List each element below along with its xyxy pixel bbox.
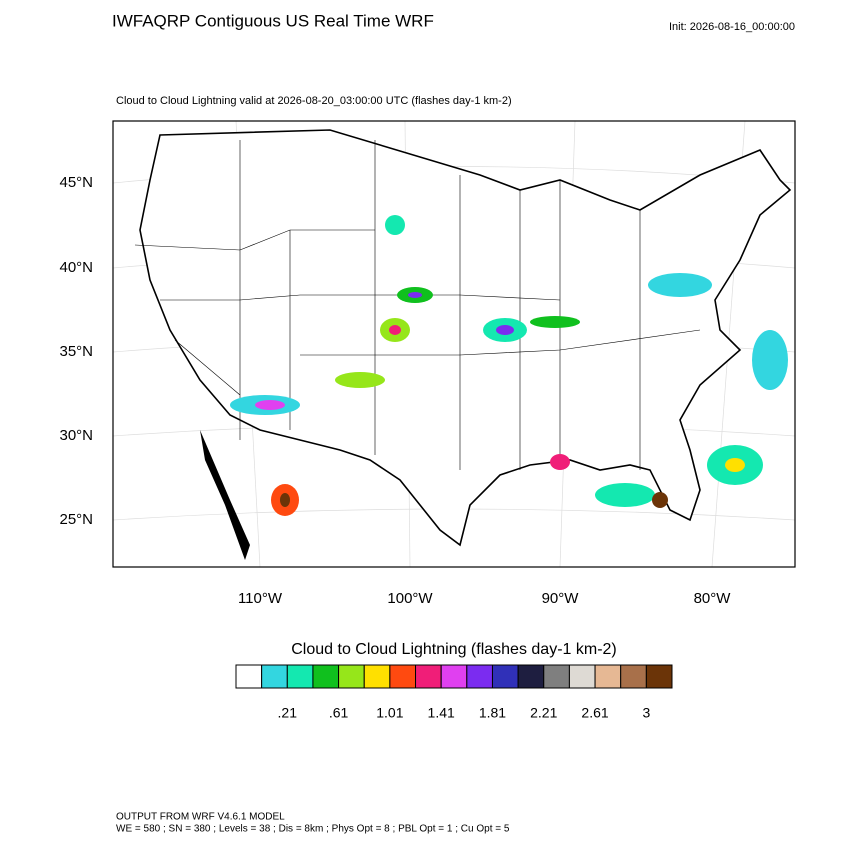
colorbar-box <box>286 664 314 689</box>
lightning-areas <box>230 215 788 516</box>
latitude-labels: 45°N 40°N 35°N 30°N 25°N <box>59 174 93 528</box>
colorbar-box <box>543 664 570 689</box>
colorbar-label: 1.81 <box>479 705 506 721</box>
lon-label: 100°W <box>387 590 433 607</box>
lat-label: 40°N <box>59 259 93 276</box>
lon-label: 80°W <box>694 590 732 607</box>
colorbar-box <box>466 664 493 689</box>
colorbar-box <box>415 664 442 689</box>
colorbar-label: .21 <box>278 705 298 721</box>
map <box>112 120 796 568</box>
colorbar-label: 1.41 <box>428 705 455 721</box>
colorbar-box <box>491 664 519 689</box>
lat-label: 25°N <box>59 511 93 528</box>
longitude-labels: 110°W 100°W 90°W 80°W <box>238 590 731 607</box>
colorbar-box <box>312 664 340 689</box>
colorbar-label: 3 <box>642 705 650 721</box>
lat-label: 35°N <box>59 343 93 360</box>
map-subtitle: Cloud to Cloud Lightning valid at 2026-0… <box>116 95 512 107</box>
title: IWFAQRP Contiguous US Real Time WRF <box>112 11 434 30</box>
colorbar-box <box>620 664 647 689</box>
footer-line: OUTPUT FROM WRF V4.6.1 MODEL <box>116 812 285 823</box>
colorbar-box <box>338 664 365 689</box>
colorbar: .21 .61 1.01 1.41 1.81 2.21 2.61 3 <box>235 664 673 721</box>
colorbar-box <box>594 664 622 689</box>
init-time: Init: 2026-08-16_00:00:00 <box>669 21 795 33</box>
colorbar-title: Cloud to Cloud Lightning (flashes day-1 … <box>291 641 617 658</box>
lat-label: 45°N <box>59 174 93 191</box>
footer-line: WE = 580 ; SN = 380 ; Levels = 38 ; Dis … <box>116 824 510 835</box>
colorbar-box <box>261 664 288 689</box>
colorbar-box <box>568 664 596 689</box>
lon-label: 90°W <box>542 590 580 607</box>
colorbar-box <box>235 664 263 689</box>
colorbar-box <box>363 664 391 689</box>
colorbar-label: 1.01 <box>376 705 403 721</box>
colorbar-box <box>440 664 468 689</box>
colorbar-label: 2.61 <box>581 705 608 721</box>
colorbar-label: .61 <box>329 705 349 721</box>
lat-label: 30°N <box>59 427 93 444</box>
lon-label: 110°W <box>238 590 283 607</box>
colorbar-box <box>389 664 417 689</box>
colorbar-box <box>517 664 545 689</box>
colorbar-box <box>645 664 673 689</box>
colorbar-label: 2.21 <box>530 705 557 721</box>
